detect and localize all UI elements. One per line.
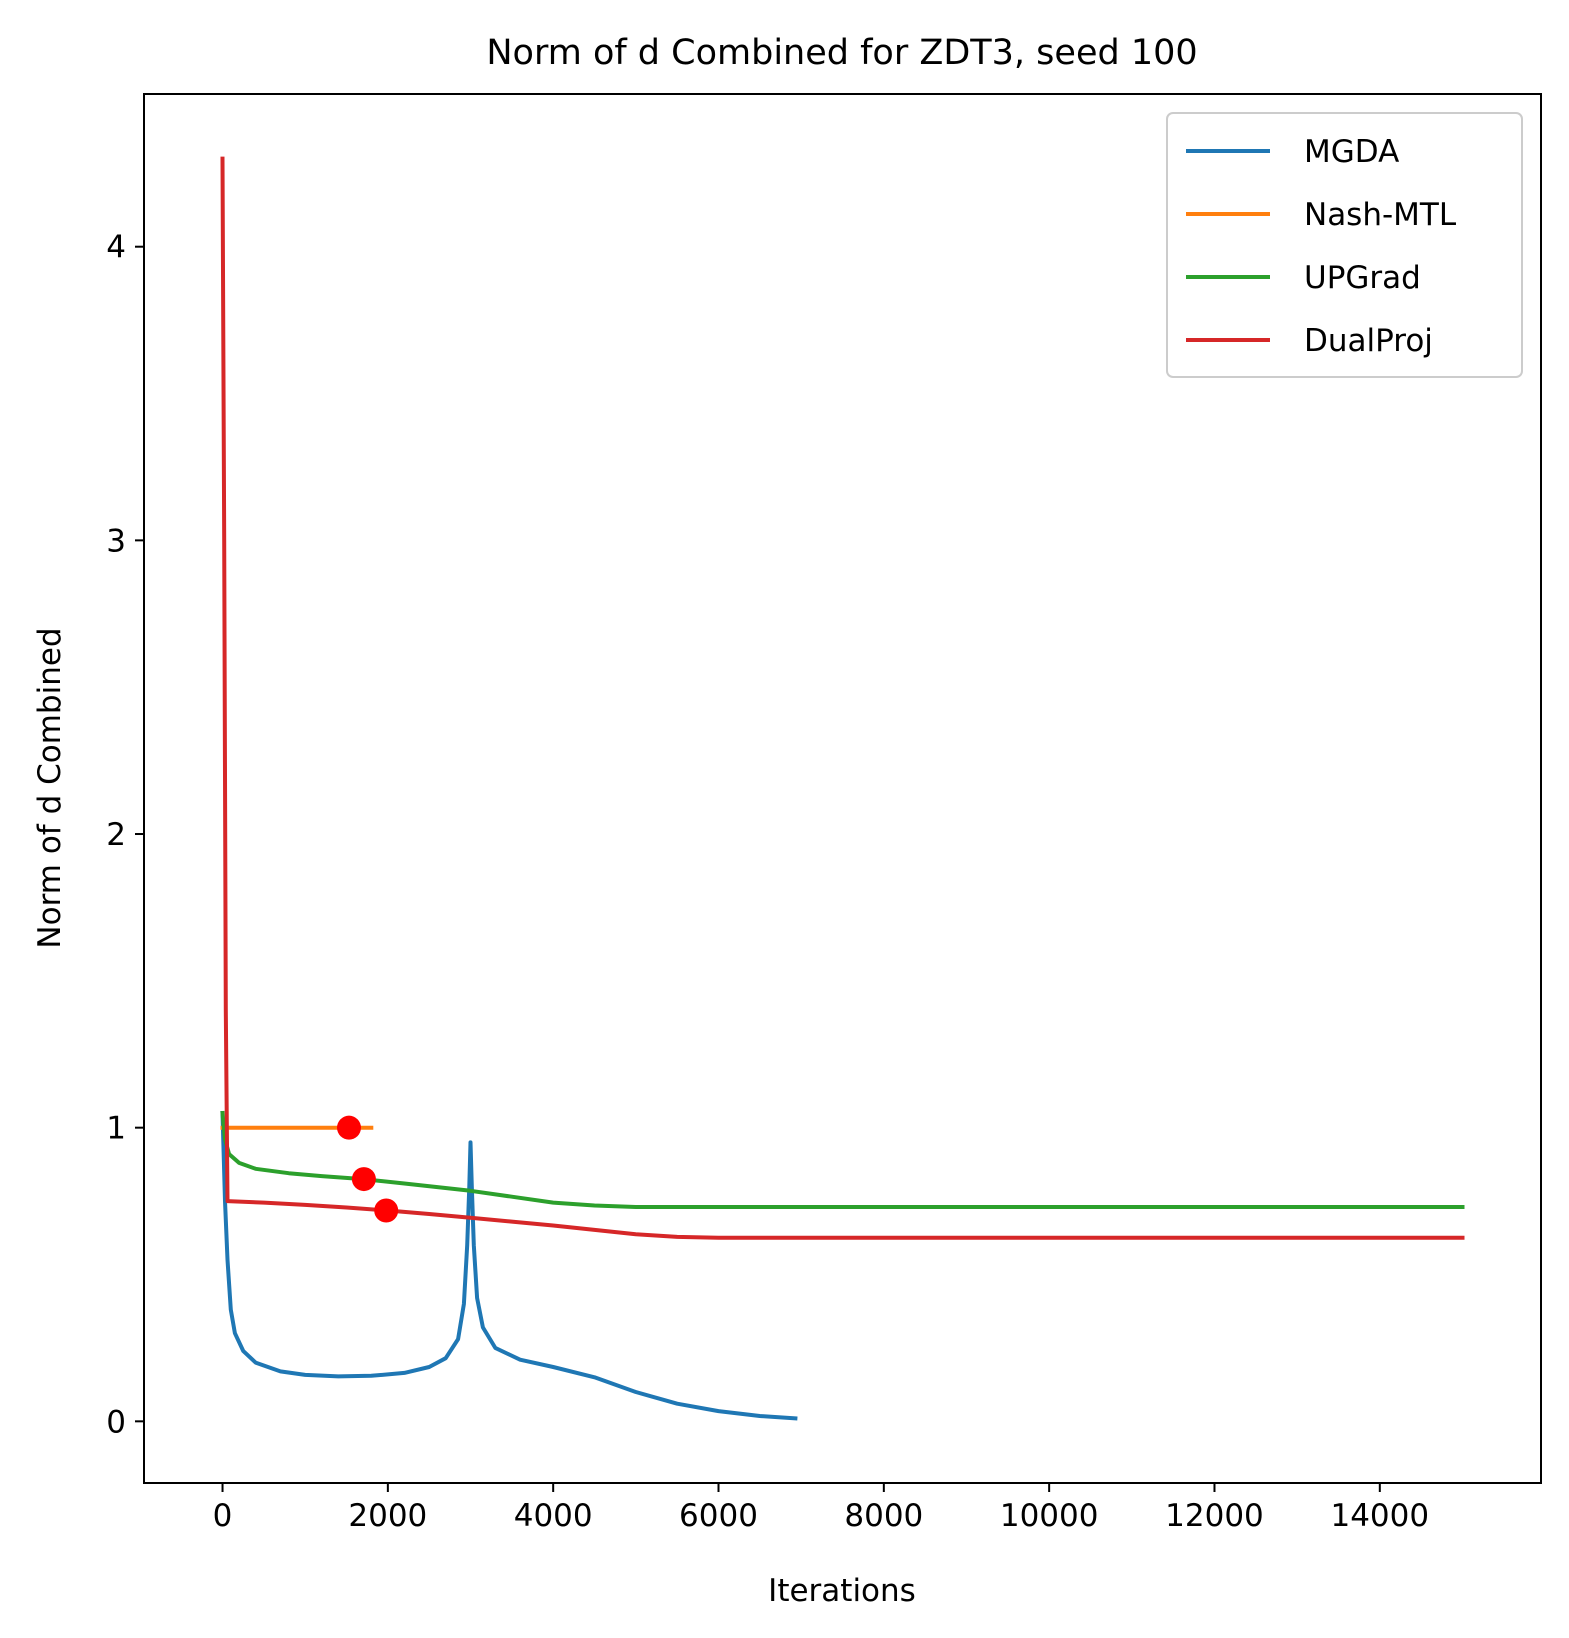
x-tick-label: 12000 [1165,1498,1264,1534]
series-line-dualproj [220,156,1465,1240]
x-tick-label: 10000 [1000,1498,1099,1534]
x-axis-ticks: 0 2000 4000 6000 8000 10000 12000 14000 [213,1483,1429,1534]
x-tick-label: 6000 [679,1498,758,1534]
y-axis-ticks: 0 1 2 3 4 [106,230,144,1440]
y-tick-label: 4 [106,230,126,266]
marker-point-3 [374,1198,399,1223]
x-tick-label: 8000 [844,1498,923,1534]
chart-title: Norm of d Combined for ZDT3, seed 100 [486,33,1197,73]
plot-lines [220,156,1465,1421]
x-tick-label: 2000 [348,1498,427,1534]
plot-markers [337,1115,399,1223]
y-tick-label: 3 [106,523,126,559]
plot-frame [143,93,1542,1484]
legend: MGDA Nash-MTL UPGrad DualProj [1166,112,1523,378]
x-tick-label: 0 [213,1498,233,1534]
legend-label: DualProj [1304,323,1433,359]
series-line-mgda [220,1110,798,1421]
legend-box [1166,112,1523,378]
legend-label: UPGrad [1304,260,1421,296]
legend-label: MGDA [1304,134,1399,170]
series-line-upgrad [220,1110,1465,1209]
x-tick-label: 14000 [1330,1498,1429,1534]
legend-items: MGDA Nash-MTL UPGrad DualProj [1186,134,1457,359]
x-axis-label: Iterations [768,1573,916,1609]
y-tick-label: 0 [106,1404,126,1440]
y-tick-label: 1 [106,1111,126,1147]
marker-point-2 [351,1167,376,1192]
x-tick-label: 4000 [514,1498,593,1534]
marker-point-1 [337,1115,362,1140]
y-tick-label: 2 [106,817,126,853]
y-axis-label: Norm of d Combined [32,627,68,948]
legend-label: Nash-MTL [1304,197,1457,233]
